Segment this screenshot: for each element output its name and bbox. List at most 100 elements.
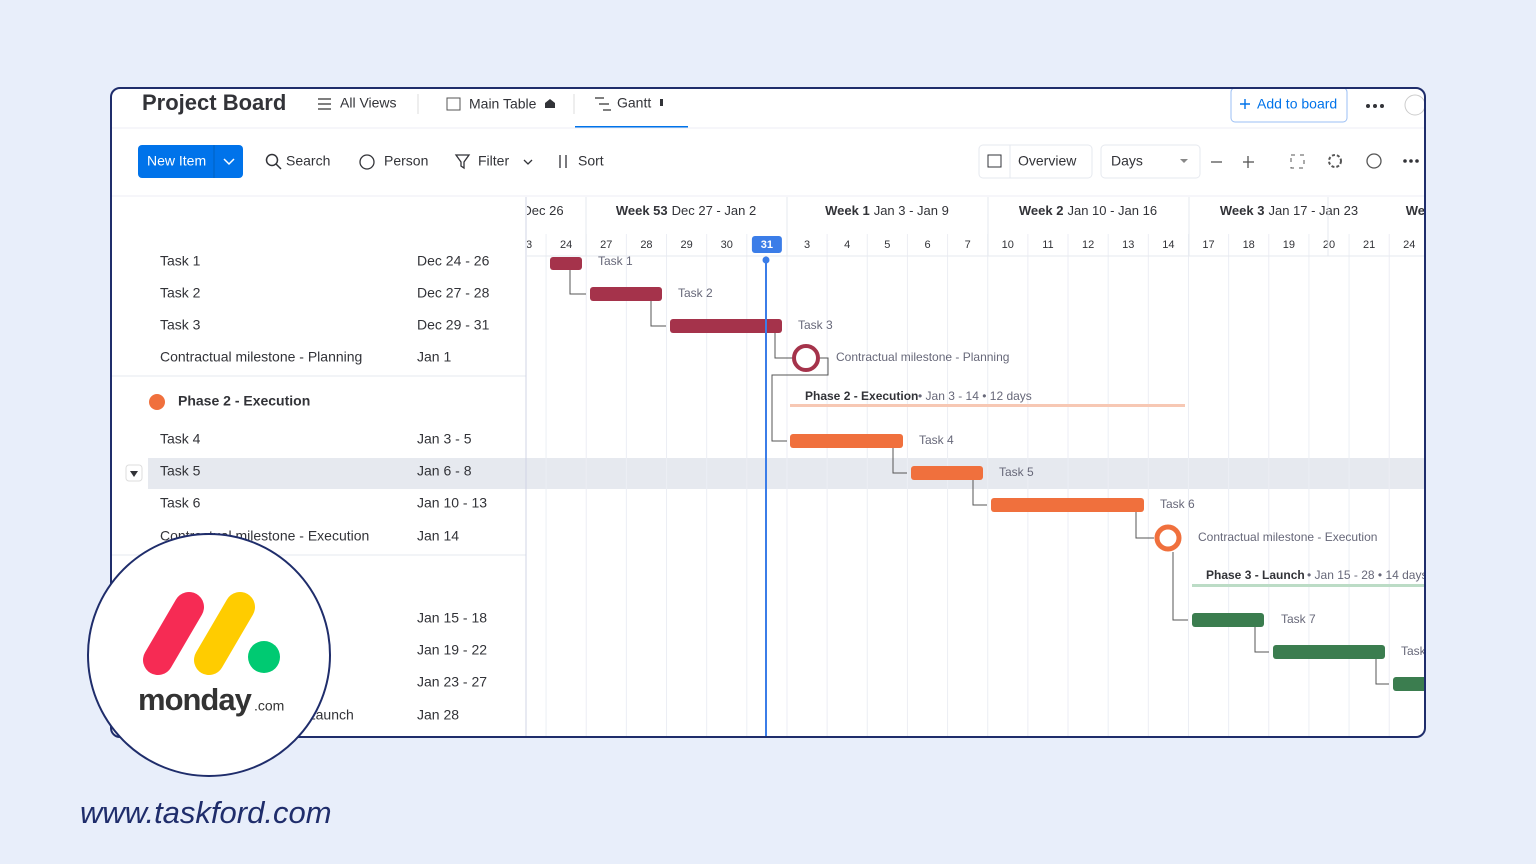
day-label: 28 bbox=[640, 239, 652, 251]
bar-label: Task 2 bbox=[678, 286, 713, 300]
task-bar[interactable] bbox=[1393, 677, 1453, 691]
task-bar[interactable] bbox=[1273, 645, 1385, 659]
logo-suffix: .com bbox=[254, 698, 284, 714]
group-span bbox=[790, 404, 1185, 407]
day-label: 17 bbox=[1202, 239, 1214, 251]
day-label: 27 bbox=[600, 239, 612, 251]
filter-icon bbox=[454, 154, 471, 170]
task-bar[interactable] bbox=[790, 434, 903, 448]
day-label: 21 bbox=[1363, 239, 1375, 251]
week-header: Week 53 Dec 27 - Jan 2 bbox=[616, 203, 756, 218]
person-button[interactable]: Person bbox=[384, 153, 428, 169]
week-range: Dec 26 bbox=[522, 203, 563, 218]
task-bar[interactable] bbox=[911, 466, 983, 480]
week-header: Week 1 Jan 3 - Jan 9 bbox=[825, 203, 949, 218]
row-dates: Dec 29 - 31 bbox=[417, 317, 490, 333]
new-item-label: New Item bbox=[147, 153, 206, 169]
person-icon bbox=[359, 154, 375, 170]
group-name[interactable]: Phase 2 - Execution bbox=[178, 393, 310, 409]
group-summary-details: • Jan 3 - 14 • 12 days bbox=[918, 389, 1032, 403]
day-label: 18 bbox=[1243, 239, 1255, 251]
search-button[interactable]: Search bbox=[286, 153, 330, 169]
day-label: 14 bbox=[1162, 239, 1174, 251]
row-dates: Jan 14 bbox=[417, 528, 459, 544]
filter-button[interactable]: Filter bbox=[478, 153, 509, 169]
logo-yellow-mark bbox=[194, 592, 255, 675]
row-dates: Dec 27 - 28 bbox=[417, 285, 490, 301]
board-title: Project Board bbox=[142, 90, 286, 115]
week-header: Week 2 Jan 10 - Jan 16 bbox=[1019, 203, 1157, 218]
row-name: Contractual milestone - Planning bbox=[160, 349, 362, 365]
task-bar[interactable] bbox=[991, 498, 1144, 512]
bar-label: Contractual milestone - Planning bbox=[836, 350, 1009, 364]
day-label: 19 bbox=[1283, 239, 1295, 251]
week-header: Week 3 Jan 17 - Jan 23 bbox=[1220, 203, 1358, 218]
row-name: Task 6 bbox=[160, 495, 201, 511]
dependency bbox=[650, 301, 666, 327]
search-icon bbox=[265, 153, 279, 167]
home-icon bbox=[545, 99, 555, 108]
view-tab[interactable]: Main Table bbox=[469, 96, 537, 112]
view-tab[interactable]: All Views bbox=[340, 95, 397, 111]
row-dates: Jan 23 - 27 bbox=[417, 674, 487, 690]
bar-label: Task 6 bbox=[1160, 497, 1195, 511]
day-label: 12 bbox=[1082, 239, 1094, 251]
row-name: Task 2 bbox=[160, 285, 201, 301]
group-span bbox=[1192, 584, 1424, 587]
feedback-icon[interactable] bbox=[1366, 153, 1382, 169]
milestone-diamond bbox=[798, 350, 814, 366]
day-label: 3 bbox=[804, 239, 810, 251]
today-dot bbox=[762, 256, 770, 264]
settings-icon[interactable] bbox=[1328, 154, 1342, 168]
logo-red-mark bbox=[143, 592, 204, 675]
overview-label: Overview bbox=[1018, 153, 1077, 169]
dependency bbox=[972, 480, 987, 506]
sort-button[interactable]: Sort bbox=[578, 153, 604, 169]
row-dates: Dec 24 - 26 bbox=[417, 253, 490, 269]
bar-label: Task 8 bbox=[1401, 644, 1436, 658]
week-number: Week 3 bbox=[1220, 203, 1265, 218]
group-dot bbox=[149, 394, 165, 410]
task-bar[interactable] bbox=[1192, 613, 1264, 627]
new-item-button[interactable] bbox=[138, 145, 243, 178]
dependency bbox=[569, 270, 586, 295]
row-dates: Jan 1 bbox=[417, 349, 451, 365]
view-tab[interactable]: Gantt bbox=[617, 95, 651, 111]
add-to-board-button[interactable] bbox=[1230, 88, 1348, 123]
day-label: 5 bbox=[884, 239, 890, 251]
dropdown-caret bbox=[1180, 159, 1188, 163]
row-name: Task 5 bbox=[160, 463, 201, 479]
collapse-button[interactable] bbox=[1404, 94, 1425, 116]
zoom-select[interactable] bbox=[1100, 144, 1201, 179]
table-icon bbox=[446, 97, 461, 111]
overview-button[interactable] bbox=[978, 144, 1093, 179]
day-label: 29 bbox=[680, 239, 692, 251]
task-bar[interactable] bbox=[550, 257, 582, 270]
group-summary-name: Phase 2 - Execution bbox=[805, 389, 918, 403]
dependency bbox=[892, 448, 907, 474]
fullscreen-icon[interactable] bbox=[1290, 154, 1305, 169]
pin-icon bbox=[660, 99, 663, 106]
week-number: Week 2 bbox=[1019, 203, 1064, 218]
task-bar[interactable] bbox=[590, 287, 662, 301]
row-name: Task 3 bbox=[160, 317, 201, 333]
logo-wordmark: monday bbox=[138, 682, 253, 717]
group-summary-name: Phase 3 - Launch bbox=[1206, 568, 1305, 582]
day-label: 11 bbox=[1042, 239, 1053, 251]
zoom-controls[interactable] bbox=[1211, 156, 1254, 168]
more-menu[interactable] bbox=[1366, 104, 1384, 108]
task-bar[interactable] bbox=[670, 319, 782, 333]
dependency bbox=[1375, 659, 1389, 685]
dependency bbox=[1254, 627, 1269, 653]
row-dates: Jan 3 - 5 bbox=[417, 431, 472, 447]
caret bbox=[130, 471, 138, 477]
milestone[interactable] bbox=[1154, 524, 1182, 552]
more-menu[interactable] bbox=[1403, 159, 1419, 163]
day-label: 30 bbox=[721, 239, 733, 251]
week-range: Jan 10 - Jan 16 bbox=[1067, 203, 1157, 218]
row-name: Task 1 bbox=[160, 253, 201, 269]
dependency bbox=[1172, 552, 1188, 621]
week-range: Jan 3 - Jan 9 bbox=[874, 203, 949, 218]
